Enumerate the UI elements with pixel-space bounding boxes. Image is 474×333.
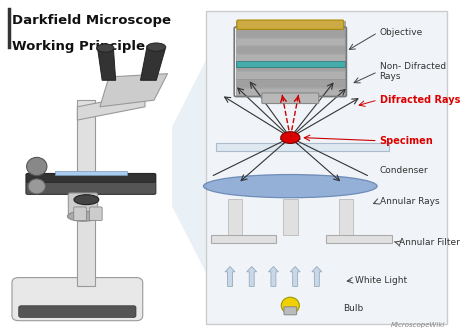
Text: Darkfield Microscope: Darkfield Microscope xyxy=(12,14,171,27)
Ellipse shape xyxy=(281,132,300,144)
Ellipse shape xyxy=(67,211,99,221)
Bar xyxy=(216,143,389,151)
Bar xyxy=(236,21,345,28)
Bar xyxy=(236,38,345,45)
FancyArrow shape xyxy=(290,266,300,286)
Polygon shape xyxy=(77,100,95,286)
Bar xyxy=(228,199,242,235)
Ellipse shape xyxy=(97,44,114,52)
FancyArrow shape xyxy=(268,266,278,286)
Text: Annular Filter: Annular Filter xyxy=(399,238,460,247)
FancyBboxPatch shape xyxy=(26,173,156,194)
Ellipse shape xyxy=(281,297,299,314)
Bar xyxy=(236,79,345,87)
Bar xyxy=(236,71,345,79)
Ellipse shape xyxy=(28,179,46,194)
Ellipse shape xyxy=(203,174,377,198)
Ellipse shape xyxy=(27,158,47,175)
Text: Specimen: Specimen xyxy=(380,136,433,146)
Bar xyxy=(236,46,345,53)
Bar xyxy=(236,61,345,67)
Text: Difracted Rays: Difracted Rays xyxy=(380,95,460,105)
Bar xyxy=(338,199,353,235)
FancyBboxPatch shape xyxy=(284,307,297,315)
Text: Bulb: Bulb xyxy=(343,304,364,313)
Bar xyxy=(283,199,298,235)
Polygon shape xyxy=(140,46,165,80)
FancyBboxPatch shape xyxy=(19,306,136,317)
Bar xyxy=(327,235,392,243)
Text: White Light: White Light xyxy=(356,276,408,285)
Ellipse shape xyxy=(147,43,166,51)
FancyArrow shape xyxy=(312,266,322,286)
FancyBboxPatch shape xyxy=(74,207,86,220)
FancyBboxPatch shape xyxy=(27,174,155,182)
Polygon shape xyxy=(98,49,116,80)
Text: Annular Rays: Annular Rays xyxy=(380,197,439,206)
Text: Non- Difracted
Rays: Non- Difracted Rays xyxy=(380,62,446,82)
FancyBboxPatch shape xyxy=(90,207,102,220)
FancyBboxPatch shape xyxy=(12,278,143,321)
Polygon shape xyxy=(100,74,167,107)
Bar xyxy=(236,54,345,62)
Bar xyxy=(236,29,345,37)
Text: Working Principle: Working Principle xyxy=(12,41,145,54)
FancyArrow shape xyxy=(247,266,256,286)
FancyBboxPatch shape xyxy=(206,11,447,324)
Bar xyxy=(236,63,345,70)
FancyBboxPatch shape xyxy=(237,20,344,29)
Ellipse shape xyxy=(74,195,99,205)
Text: Condenser: Condenser xyxy=(380,166,428,175)
Bar xyxy=(236,88,345,95)
FancyArrow shape xyxy=(225,266,235,286)
Polygon shape xyxy=(77,94,145,120)
Text: Objective: Objective xyxy=(380,28,423,37)
Polygon shape xyxy=(172,60,206,273)
Text: MicroscopeWiki: MicroscopeWiki xyxy=(391,322,445,328)
FancyBboxPatch shape xyxy=(55,171,127,175)
FancyBboxPatch shape xyxy=(68,193,98,214)
FancyBboxPatch shape xyxy=(262,93,319,104)
Bar xyxy=(211,235,276,243)
